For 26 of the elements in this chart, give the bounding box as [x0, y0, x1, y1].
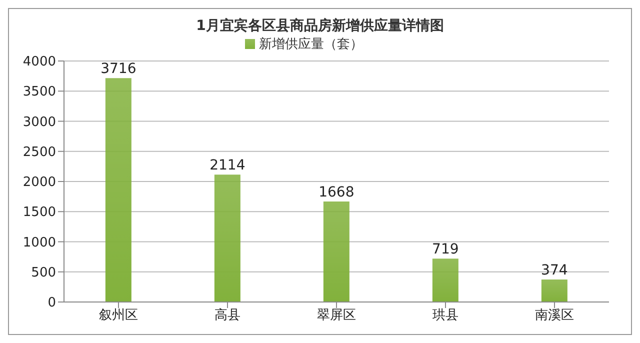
data-label: 1668 — [318, 184, 354, 201]
bar — [105, 78, 132, 302]
bar — [214, 174, 240, 302]
x-tick-label: 南溪区 — [535, 308, 574, 324]
legend-label: 新增供应量（套） — [259, 37, 363, 52]
x-tick-label: 高县 — [214, 307, 240, 324]
x-tick-label: 叙州区 — [99, 308, 138, 324]
y-tick-label: 4000 — [22, 54, 56, 70]
bar — [323, 202, 350, 302]
y-tick-label: 3000 — [22, 114, 56, 130]
x-tick-label: 珙县 — [432, 308, 458, 324]
bar — [432, 258, 458, 302]
y-tick-label: 2000 — [22, 175, 56, 190]
y-tick-label: 1000 — [22, 235, 56, 250]
chart-title: 1月宜宾各区县商品房新增供应量详情图 — [195, 16, 445, 35]
y-tick-label: 0 — [48, 296, 56, 311]
y-tick-label: 1500 — [22, 205, 56, 220]
bar — [541, 279, 568, 302]
data-label: 719 — [432, 242, 459, 258]
y-tick-label: 3500 — [22, 84, 56, 100]
data-label: 3716 — [100, 61, 136, 78]
y-tick-label: 500 — [31, 265, 56, 280]
data-label: 2114 — [210, 158, 246, 174]
x-tick-label: 翠屏区 — [317, 308, 356, 324]
data-label: 374 — [541, 262, 568, 278]
y-tick-label: 2500 — [22, 144, 56, 160]
